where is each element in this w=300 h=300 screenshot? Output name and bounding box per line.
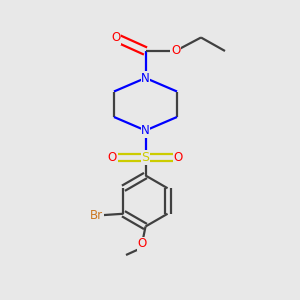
Text: S: S [142, 151, 149, 164]
Text: Br: Br [90, 209, 103, 222]
Text: O: O [171, 44, 180, 58]
Text: N: N [141, 124, 150, 137]
Text: O: O [111, 31, 120, 44]
Text: N: N [141, 71, 150, 85]
Text: O: O [108, 151, 117, 164]
Text: O: O [138, 237, 147, 250]
Text: O: O [174, 151, 183, 164]
